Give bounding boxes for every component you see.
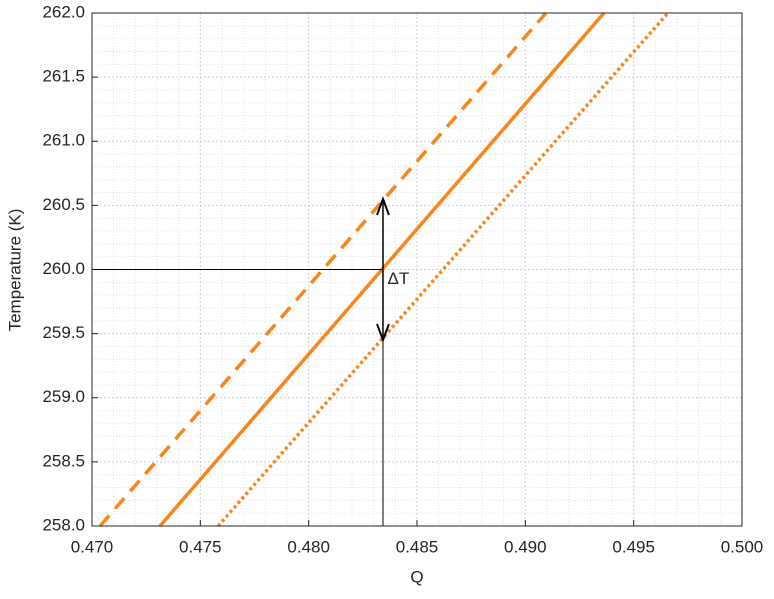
y-tick-label: 260.0 bbox=[42, 259, 85, 278]
x-tick-label: 0.475 bbox=[179, 537, 222, 556]
arrow-head bbox=[376, 323, 390, 343]
x-tick-label: 0.485 bbox=[396, 537, 439, 556]
x-tick-label: 0.480 bbox=[287, 537, 330, 556]
y-tick-label: 261.0 bbox=[42, 131, 85, 150]
x-tick-label: 0.490 bbox=[504, 537, 547, 556]
y-tick-label: 258.5 bbox=[42, 451, 85, 470]
x-axis-title: Q bbox=[410, 567, 423, 586]
y-tick-label: 262.0 bbox=[42, 2, 85, 21]
y-tick-label: 259.5 bbox=[42, 323, 85, 342]
x-tick-label: 0.495 bbox=[612, 537, 655, 556]
plot-frame bbox=[91, 12, 743, 527]
arrow-head bbox=[376, 196, 390, 216]
y-tick-label: 260.5 bbox=[42, 195, 85, 214]
y-tick-label: 261.5 bbox=[42, 67, 85, 86]
x-tick-label: 0.500 bbox=[721, 537, 764, 556]
y-axis-title: Temperature (K) bbox=[5, 209, 24, 332]
x-tick-label: 0.470 bbox=[71, 537, 114, 556]
y-tick-label: 258.0 bbox=[42, 515, 85, 534]
annotation: ΔT bbox=[388, 269, 410, 288]
y-tick-label: 259.0 bbox=[42, 387, 85, 406]
